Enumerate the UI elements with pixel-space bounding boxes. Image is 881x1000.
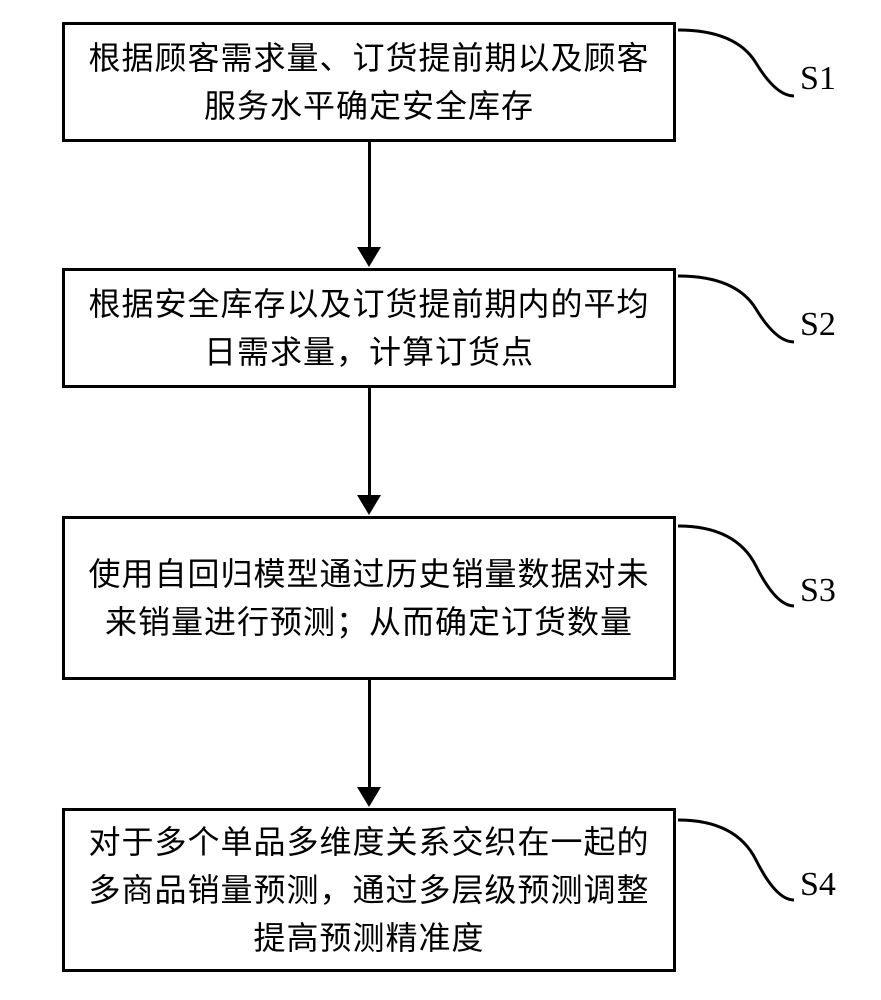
bracket-s2 xyxy=(676,274,796,344)
bracket-s1 xyxy=(676,28,796,98)
arrow-1 xyxy=(357,142,381,267)
step-box-s1: 根据顾客需求量、订货提前期以及顾客服务水平确定安全库存 xyxy=(62,22,676,142)
bracket-s4 xyxy=(676,818,796,902)
step-label-s3: S3 xyxy=(800,572,836,610)
step-text-s4: 对于多个单品多维度关系交织在一起的多商品销量预测，通过多层级预测调整提高预测精准… xyxy=(85,818,653,962)
step-text-s3: 使用自回归模型通过历史销量数据对未来销量进行预测；从而确定订货数量 xyxy=(85,550,653,646)
bracket-s3 xyxy=(676,524,796,608)
step-label-s2: S2 xyxy=(800,306,836,344)
step-text-s2: 根据安全库存以及订货提前期内的平均日需求量，计算订货点 xyxy=(85,280,653,376)
step-box-s2: 根据安全库存以及订货提前期内的平均日需求量，计算订货点 xyxy=(62,268,676,388)
step-label-s4: S4 xyxy=(800,866,836,904)
arrow-2 xyxy=(357,388,381,515)
step-box-s3: 使用自回归模型通过历史销量数据对未来销量进行预测；从而确定订货数量 xyxy=(62,516,676,680)
step-text-s1: 根据顾客需求量、订货提前期以及顾客服务水平确定安全库存 xyxy=(85,34,653,130)
flowchart-container: 根据顾客需求量、订货提前期以及顾客服务水平确定安全库存 S1 根据安全库存以及订… xyxy=(0,0,881,1000)
step-box-s4: 对于多个单品多维度关系交织在一起的多商品销量预测，通过多层级预测调整提高预测精准… xyxy=(62,808,676,972)
arrow-3 xyxy=(357,680,381,807)
step-label-s1: S1 xyxy=(800,60,836,98)
